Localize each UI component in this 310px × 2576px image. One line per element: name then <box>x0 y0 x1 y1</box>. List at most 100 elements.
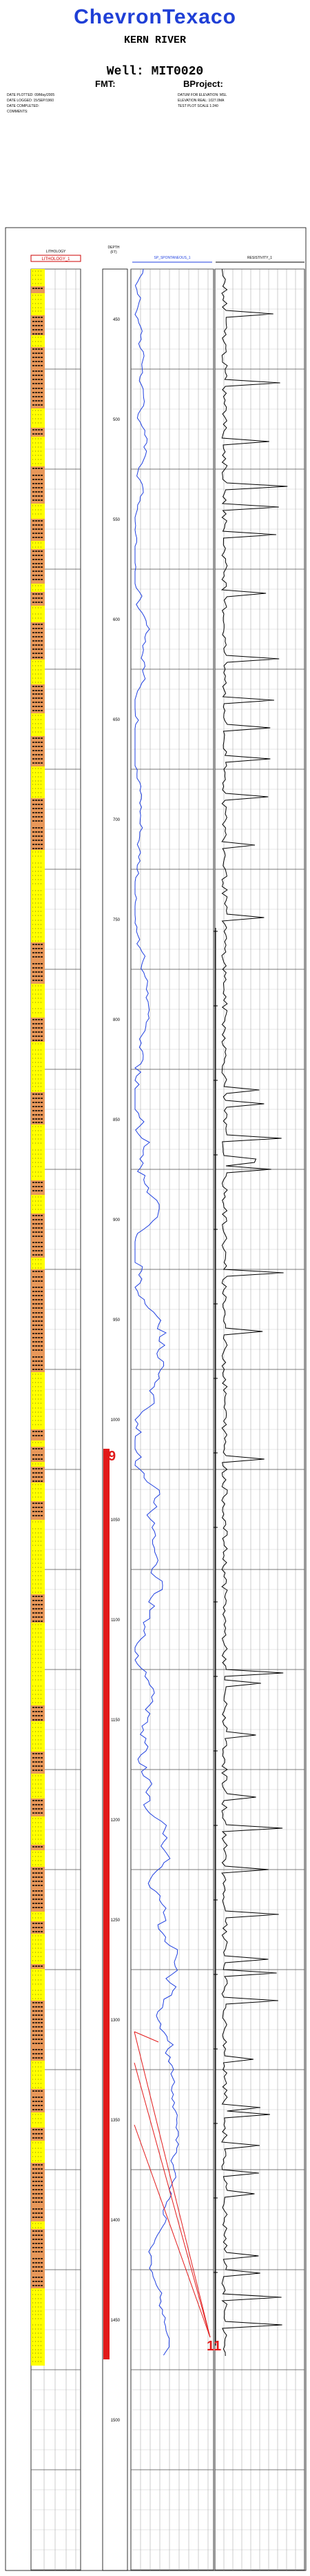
depth-label: 950 <box>113 1318 121 1322</box>
shale-bed <box>31 1213 45 1240</box>
sand-bed <box>31 541 45 549</box>
marker-top-label: 9 <box>108 1449 116 1464</box>
depth-title: DEPTH <box>107 246 120 250</box>
lithology-track <box>31 269 45 2366</box>
sand-bed <box>31 1816 45 1845</box>
sand-bed <box>31 2288 45 2312</box>
sand-bed <box>31 1195 45 1213</box>
shale-bed <box>31 684 45 692</box>
depth-label: 850 <box>113 1118 121 1122</box>
sand-bed <box>31 1969 45 1978</box>
shale-bed <box>31 1311 45 1319</box>
resistivity-title: RESISTIVITY_1 <box>247 256 273 260</box>
fmt-label: FMT: <box>95 79 116 89</box>
sand-bed <box>31 437 45 466</box>
sand-bed <box>31 1148 45 1170</box>
sand-bed <box>31 1042 45 1048</box>
depth-label: 800 <box>113 1018 121 1022</box>
sand-bed <box>31 1483 45 1501</box>
sand-bed <box>31 408 45 428</box>
depth-label: 1450 <box>111 2319 121 2323</box>
sand-bed <box>31 1393 45 1406</box>
sp-title: SP_SPONTANEOUS_1 <box>154 256 191 260</box>
shale-bed <box>31 622 45 639</box>
shale-bed <box>31 1447 45 1453</box>
track-border <box>102 268 128 2571</box>
shale-bed <box>31 1189 45 1195</box>
sand-bed <box>31 850 45 861</box>
sand-bed <box>31 918 45 942</box>
left-info-line: COMMENTS: <box>7 110 28 114</box>
sand-bed <box>31 1934 45 1964</box>
shale-bed <box>31 386 45 408</box>
depth-label: 600 <box>113 618 121 622</box>
sand-bed <box>31 984 45 1007</box>
sand-bed <box>31 1084 45 1092</box>
sand-bed <box>31 889 45 918</box>
shale-bed <box>31 473 45 504</box>
curves-layer <box>134 268 288 2357</box>
sand-bed <box>31 1850 45 1867</box>
field-name: KERN RIVER <box>123 34 186 46</box>
sp-curve <box>134 268 179 2356</box>
sand-bed <box>31 1048 45 1064</box>
lithology-sub-label: LITHOLOGY_1 <box>41 257 70 261</box>
depth-label: 1150 <box>111 1718 121 1723</box>
shale-bed <box>31 2095 45 2112</box>
shale-bed <box>31 549 45 565</box>
sand-bed <box>31 1912 45 1921</box>
sand-bed <box>31 1527 45 1549</box>
shale-bed <box>31 347 45 369</box>
left-info-line: DATE LOGGED: 15/SEP/1960 <box>7 99 54 103</box>
shale-bed <box>31 1705 45 1721</box>
shale-bed <box>31 815 45 826</box>
sand-bed <box>31 1124 45 1148</box>
company-title: ChevronTexaco <box>74 6 236 28</box>
sand-bed <box>31 1258 45 1269</box>
sand-bed <box>31 782 45 798</box>
sand-bed <box>31 1520 45 1527</box>
sand-bed <box>31 1064 45 1084</box>
shale-bed <box>31 1799 45 1816</box>
shale-bed <box>31 1453 45 1462</box>
sand-bed <box>31 1640 45 1665</box>
sand-bed <box>31 309 45 315</box>
shale-bed <box>31 286 45 293</box>
sand-bed <box>31 766 45 782</box>
marker-line <box>134 2031 211 2338</box>
shale-bed <box>31 1429 45 1440</box>
sand-bed <box>31 1978 45 1988</box>
depth-label: 650 <box>113 718 121 722</box>
depth-label: 1250 <box>111 1919 121 1923</box>
interval-bar <box>103 1449 110 2359</box>
shale-bed <box>31 1240 45 1258</box>
sand-bed <box>31 660 45 684</box>
shale-bed <box>31 1275 45 1285</box>
sand-bed <box>31 1774 45 1799</box>
sand-bed <box>31 1721 45 1752</box>
shale-bed <box>31 1845 45 1850</box>
shale-bed <box>31 826 45 850</box>
resistivity-curve <box>220 268 288 2357</box>
shale-bed <box>31 519 45 541</box>
shale-bed <box>31 466 45 473</box>
bproject-label: BProject: <box>183 79 223 89</box>
shale-bed <box>31 1340 45 1355</box>
sand-bed <box>31 1462 45 1467</box>
log-header: ChevronTexaco KERN RIVER Well: MIT0020 F… <box>0 0 310 228</box>
marker-line <box>134 2062 211 2338</box>
sand-bed <box>31 1623 45 1640</box>
sand-bed <box>31 584 45 592</box>
shale-bed <box>31 1867 45 1889</box>
shale-bed <box>31 1285 45 1311</box>
depth-label: 1200 <box>111 1819 121 1823</box>
shale-bed <box>31 1501 45 1520</box>
sand-bed <box>31 335 45 347</box>
right-info-line: ELEVATION REAL: 1027.0MA <box>178 99 225 103</box>
depth-label: 1000 <box>111 1418 121 1423</box>
shale-bed <box>31 974 45 984</box>
sand-bed <box>31 1170 45 1180</box>
shale-bed <box>31 2229 45 2257</box>
sand-bed <box>31 2221 45 2229</box>
